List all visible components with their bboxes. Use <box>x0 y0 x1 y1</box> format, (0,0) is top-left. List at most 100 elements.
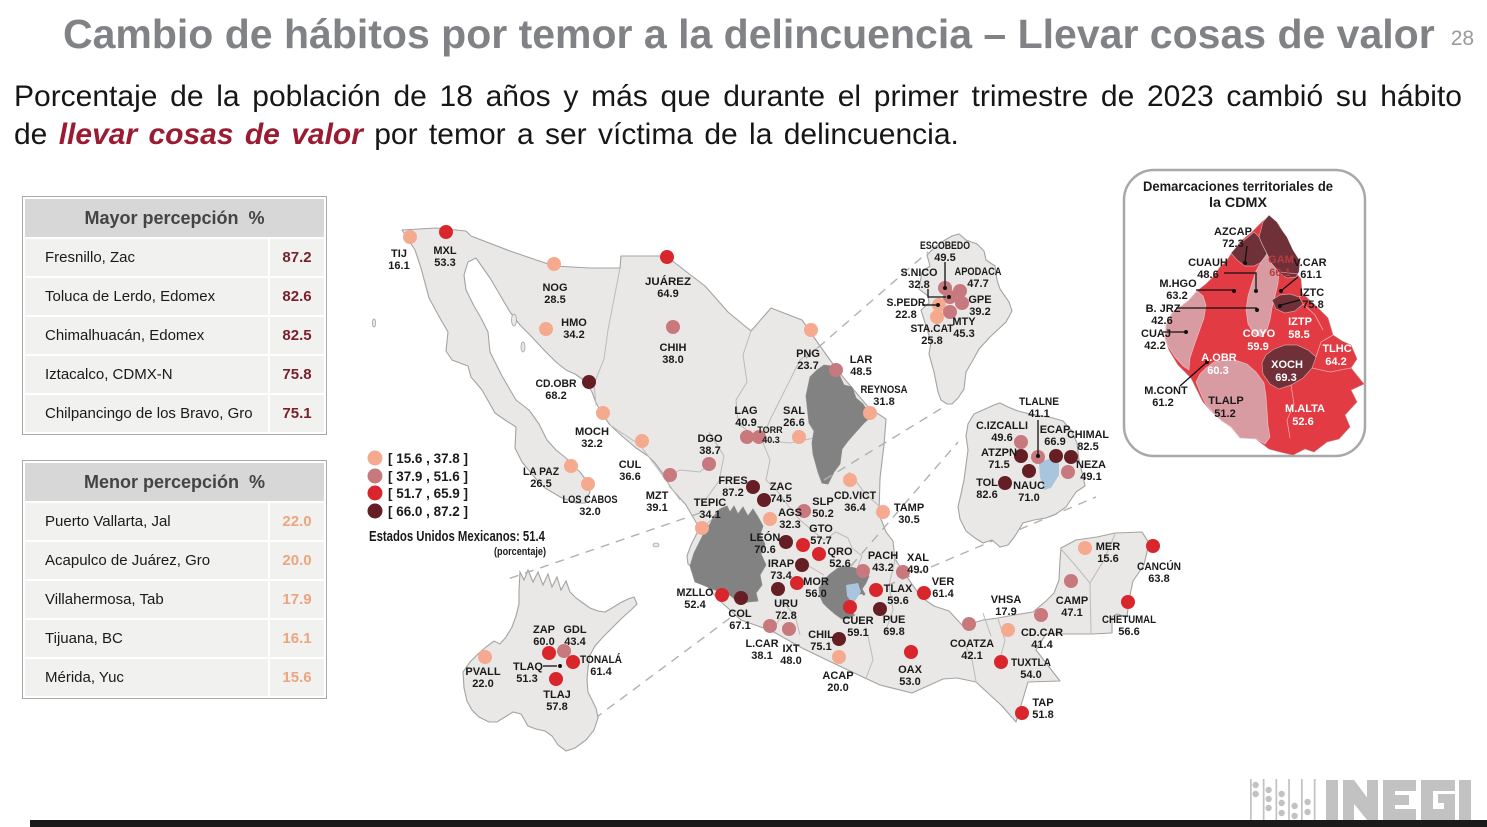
svg-text:GDL: GDL <box>563 624 587 636</box>
svg-text:MZLLO: MZLLO <box>677 587 714 599</box>
svg-text:Estados Unidos Mexicanos: 51.: Estados Unidos Mexicanos: 51.4 <box>369 528 545 545</box>
svg-text:[ 15.6 , 37.8 ]: [ 15.6 , 37.8 ] <box>388 450 468 466</box>
svg-text:FRES: FRES <box>718 475 747 487</box>
svg-text:43.4: 43.4 <box>564 636 586 648</box>
svg-text:TUXTLA: TUXTLA <box>1011 657 1051 669</box>
svg-text:AGS: AGS <box>778 507 802 519</box>
svg-text:PUE: PUE <box>883 614 906 626</box>
svg-text:61.2: 61.2 <box>1152 397 1173 409</box>
svg-text:75.1: 75.1 <box>810 641 831 653</box>
svg-text:TOL: TOL <box>976 477 998 489</box>
svg-text:66.9: 66.9 <box>1044 436 1065 448</box>
svg-text:32.8: 32.8 <box>908 279 929 291</box>
svg-text:LA PAZ: LA PAZ <box>523 466 559 478</box>
svg-text:39.2: 39.2 <box>969 306 990 318</box>
svg-text:32.0: 32.0 <box>579 506 600 518</box>
svg-text:52.6: 52.6 <box>829 558 850 570</box>
svg-text:49.6: 49.6 <box>991 432 1012 444</box>
svg-text:71.5: 71.5 <box>988 459 1009 471</box>
svg-text:PVALL: PVALL <box>465 666 501 678</box>
svg-text:49.1: 49.1 <box>1080 471 1101 483</box>
svg-text:54.0: 54.0 <box>1020 669 1041 681</box>
svg-text:CUAJ: CUAJ <box>1141 328 1171 340</box>
svg-text:48.5: 48.5 <box>850 366 871 378</box>
svg-text:TAMP: TAMP <box>894 502 924 514</box>
svg-text:87.2: 87.2 <box>722 487 743 499</box>
svg-text:23.7: 23.7 <box>797 360 818 372</box>
svg-text:TORR: TORR <box>757 425 783 435</box>
svg-text:Demarcaciones territoriales de: Demarcaciones territoriales de <box>1143 178 1333 194</box>
svg-text:IXT: IXT <box>782 643 799 655</box>
svg-text:32.2: 32.2 <box>581 438 602 450</box>
svg-text:82.6: 82.6 <box>976 489 997 501</box>
svg-text:COL: COL <box>728 608 752 620</box>
svg-text:36.6: 36.6 <box>619 471 640 483</box>
svg-text:CD.OBR: CD.OBR <box>536 378 577 390</box>
svg-text:DGO: DGO <box>697 433 723 445</box>
svg-text:LAG: LAG <box>734 405 757 417</box>
svg-text:61.4: 61.4 <box>932 588 954 600</box>
svg-text:PNG: PNG <box>796 348 820 360</box>
svg-text:la CDMX: la CDMX <box>1209 194 1268 210</box>
svg-text:68.2: 68.2 <box>545 390 566 402</box>
svg-text:M.HGO: M.HGO <box>1159 278 1197 290</box>
svg-text:51.8: 51.8 <box>1032 709 1053 721</box>
svg-text:M.CONT: M.CONT <box>1144 385 1188 397</box>
svg-text:NAUC: NAUC <box>1013 480 1045 492</box>
svg-text:JUÁREZ: JUÁREZ <box>645 275 691 288</box>
svg-text:38.1: 38.1 <box>751 650 772 662</box>
svg-text:71.0: 71.0 <box>1018 492 1039 504</box>
svg-text:LEÓN: LEÓN <box>750 531 781 544</box>
svg-text:42.2: 42.2 <box>1144 340 1165 352</box>
svg-text:[ 51.7 , 65.9 ]: [ 51.7 , 65.9 ] <box>388 485 468 501</box>
svg-text:26.5: 26.5 <box>530 478 551 490</box>
svg-text:TONALÁ: TONALÁ <box>580 653 622 666</box>
svg-text:72.8: 72.8 <box>775 610 796 622</box>
svg-text:73.4: 73.4 <box>770 570 792 582</box>
svg-text:MZT: MZT <box>646 490 669 502</box>
svg-text:XAL: XAL <box>907 552 929 564</box>
svg-text:16.1: 16.1 <box>388 260 409 272</box>
svg-text:IZTC: IZTC <box>1300 287 1324 299</box>
svg-text:TIJ: TIJ <box>391 248 407 260</box>
svg-text:STA.CAT: STA.CAT <box>911 323 954 335</box>
svg-text:IRAP: IRAP <box>768 558 794 570</box>
svg-text:TLAX: TLAX <box>884 583 913 595</box>
svg-text:SAL: SAL <box>783 405 805 417</box>
svg-text:34.2: 34.2 <box>563 329 584 341</box>
svg-text:48.0: 48.0 <box>780 655 801 667</box>
svg-text:IZTP: IZTP <box>1288 316 1312 328</box>
svg-text:63.2: 63.2 <box>1166 290 1187 302</box>
svg-text:53.3: 53.3 <box>434 257 455 269</box>
svg-text:S.NICO: S.NICO <box>901 267 938 279</box>
svg-text:ESCOBEDO: ESCOBEDO <box>920 240 970 252</box>
svg-text:82.5: 82.5 <box>1077 441 1098 453</box>
svg-text:ATZPN: ATZPN <box>981 447 1017 459</box>
svg-text:57.7: 57.7 <box>810 535 831 547</box>
svg-text:GTO: GTO <box>809 523 833 535</box>
svg-text:31.8: 31.8 <box>873 396 894 408</box>
svg-text:47.1: 47.1 <box>1061 607 1082 619</box>
svg-text:59.6: 59.6 <box>887 595 908 607</box>
svg-text:TLAJ: TLAJ <box>543 689 571 701</box>
svg-text:NEZA: NEZA <box>1076 459 1106 471</box>
svg-text:36.4: 36.4 <box>844 502 866 514</box>
svg-text:40.9: 40.9 <box>735 417 756 429</box>
svg-text:XOCH: XOCH <box>1271 359 1303 371</box>
svg-text:TEPIC: TEPIC <box>694 497 726 509</box>
svg-text:49.5: 49.5 <box>934 252 955 264</box>
svg-text:[ 66.0 , 87.2 ]: [ 66.0 , 87.2 ] <box>388 503 468 519</box>
svg-text:30.5: 30.5 <box>898 514 919 526</box>
svg-text:63.8: 63.8 <box>1148 573 1169 585</box>
svg-text:PACH: PACH <box>868 550 898 562</box>
svg-text:MXL: MXL <box>433 245 457 257</box>
svg-text:51.2: 51.2 <box>1214 408 1235 420</box>
svg-text:ZAC: ZAC <box>770 481 793 493</box>
svg-text:C.IZCALLI: C.IZCALLI <box>976 420 1028 432</box>
svg-text:72.3: 72.3 <box>1222 238 1243 250</box>
svg-text:COATZA: COATZA <box>950 638 994 650</box>
svg-text:LAR: LAR <box>850 354 873 366</box>
svg-text:REYNOSA: REYNOSA <box>861 384 908 396</box>
svg-text:V.CAR: V.CAR <box>1293 257 1326 269</box>
svg-text:ACAP: ACAP <box>822 670 853 682</box>
